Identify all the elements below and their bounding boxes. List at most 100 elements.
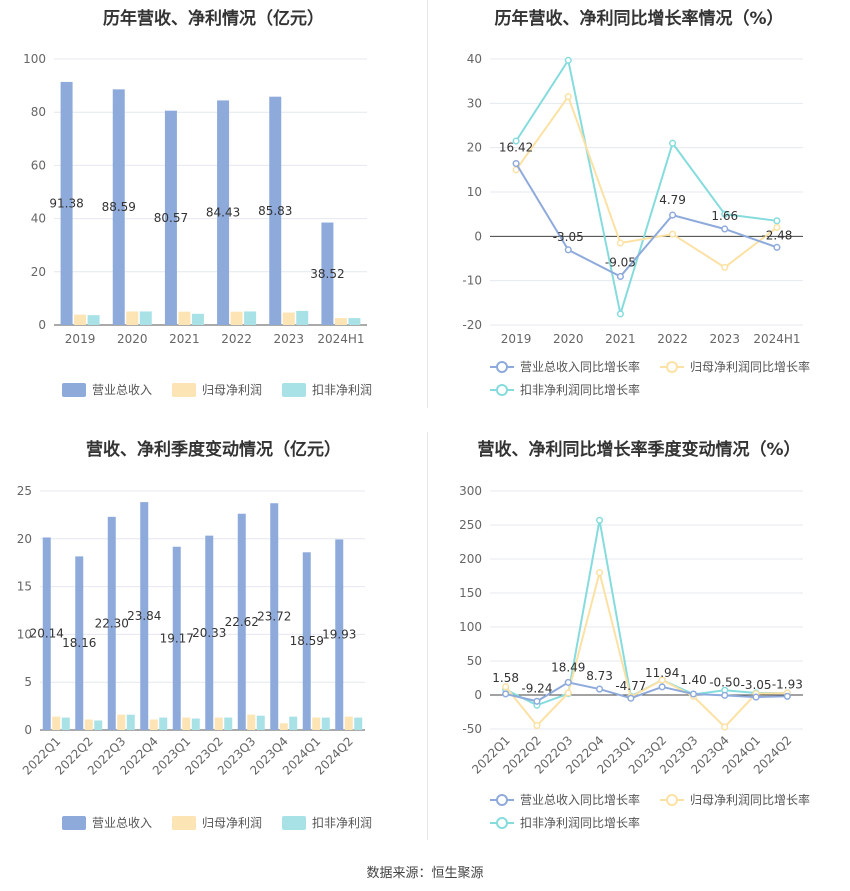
data-point-2: [616, 310, 624, 318]
series-line-0: [515, 163, 778, 278]
bar-2: [191, 718, 200, 730]
point-data-label: 1.40: [680, 673, 707, 687]
chart-title: 营收、净利同比增长率季度变动情况（%）: [477, 440, 801, 460]
point-data-label: 16.42: [499, 141, 533, 155]
bar-data-label: 20.33: [192, 626, 226, 640]
x-tick-label: 2022: [221, 332, 252, 346]
legend-label: 营业总收入同比增长率: [520, 792, 640, 807]
panel-quarterly-growth: 营收、净利同比增长率季度变动情况（%） -50 0 50 100 150 200 250 30…: [428, 425, 850, 845]
legend-label: 扣非净利润同比增长率: [520, 815, 640, 830]
panel-divider: [427, 432, 428, 840]
x-tick-label: 2019: [65, 332, 96, 346]
bar-1: [230, 311, 243, 325]
data-point-0: [721, 691, 729, 699]
bar-0: [75, 556, 84, 730]
data-point-0: [564, 246, 572, 254]
x-tick-label: 2023: [709, 332, 740, 346]
legend-marker: [666, 361, 678, 373]
bar-1: [182, 717, 191, 730]
legend-swatch: [282, 816, 306, 830]
chart-title: 历年营收、净利情况（亿元）: [103, 9, 324, 29]
bar-data-label: 19.17: [160, 631, 194, 645]
data-source-footer: 数据来源：恒生聚源: [366, 866, 484, 881]
y-tick-label: 200: [459, 552, 482, 566]
bar-2: [126, 714, 135, 730]
bar-1: [84, 719, 93, 730]
legend-marker: [496, 361, 508, 373]
bar-0: [335, 539, 344, 730]
chart-quarterly-growth: -500501001502002503002022Q12022Q22022Q32…: [459, 484, 810, 830]
series-line-1: [515, 94, 778, 269]
data-point-0: [658, 683, 666, 691]
bar-1: [312, 717, 321, 730]
bar-1: [52, 716, 61, 730]
bar-2: [159, 717, 168, 730]
data-point-1: [564, 689, 572, 697]
panel-divider: [427, 0, 428, 408]
bar-1: [247, 714, 256, 730]
point-data-label: -0.50: [709, 675, 740, 689]
y-tick-label: -10: [462, 274, 482, 288]
bar-0: [237, 513, 246, 730]
legend-label: 归母净利润同比增长率: [690, 792, 810, 807]
bar-2: [289, 716, 298, 730]
legend-swatch: [172, 816, 196, 830]
x-tick-label: 2020: [117, 332, 148, 346]
y-tick-label: 0: [24, 723, 32, 737]
data-point-1: [658, 676, 666, 684]
data-point-1: [721, 723, 729, 731]
data-point-1: [533, 722, 541, 730]
data-point-1: [616, 239, 624, 247]
bar-0: [42, 537, 51, 730]
point-data-label: -4.77: [615, 679, 646, 693]
data-point-0: [783, 692, 791, 700]
y-tick-label: 0: [474, 688, 482, 702]
x-tick-label: 2021: [169, 332, 200, 346]
bar-0: [112, 89, 125, 325]
legend-label: 扣非净利润同比增长率: [520, 382, 640, 397]
bar-2: [61, 717, 70, 730]
x-tick-label: 2024H1: [317, 332, 364, 346]
point-data-label: 1.66: [711, 209, 738, 223]
y-tick-label: -50: [462, 722, 482, 736]
bar-0: [217, 100, 230, 325]
point-data-label: 8.73: [586, 669, 613, 683]
data-point-0: [752, 693, 760, 701]
data-point-2: [773, 217, 781, 225]
x-tick-label: 2023: [273, 332, 304, 346]
bar-2: [87, 315, 100, 325]
x-tick-label: 2019: [501, 332, 532, 346]
point-data-label: -9.05: [605, 255, 636, 269]
bar-1: [214, 717, 223, 730]
bar-0: [140, 502, 149, 730]
legend-label: 归母净利润: [202, 816, 262, 830]
legend-label: 扣非净利润: [312, 383, 372, 397]
bar-data-label: 18.16: [62, 636, 96, 650]
legend-label: 扣非净利润: [312, 816, 372, 830]
bar-data-label: 22.62: [225, 615, 259, 629]
bar-0: [270, 503, 279, 730]
bar-data-label: 88.59: [102, 200, 136, 214]
y-tick-label: 250: [459, 518, 482, 532]
legend-label: 营业总收入同比增长率: [520, 359, 640, 374]
y-tick-label: 15: [17, 580, 32, 594]
chart-title: 营收、净利季度变动情况（亿元）: [86, 440, 341, 460]
data-point-0: [689, 690, 698, 698]
data-point-0: [721, 225, 729, 233]
bar-1: [344, 716, 353, 730]
bar-data-label: 19.93: [322, 628, 356, 642]
data-point-1: [564, 93, 572, 101]
bar-2: [191, 313, 204, 325]
bar-1: [279, 723, 288, 730]
bar-1: [117, 714, 126, 730]
legend-swatch: [282, 383, 306, 397]
panel-annual-growth: 历年营收、净利同比增长率情况（%） -20 -10 0 10 20 30 40 2019 202…: [428, 0, 850, 410]
bar-0: [205, 535, 214, 730]
data-point-0: [512, 159, 520, 168]
series-line-1: [504, 572, 788, 729]
chart-annual-growth: -20 -10 0 10 20 30 40 2019 2020 2021 2022 2023 2024H…: [462, 52, 810, 397]
bar-data-label: 84.43: [206, 206, 240, 220]
y-tick-label: 50: [467, 654, 482, 668]
data-point-0: [533, 697, 541, 705]
x-tick-label: 2020: [553, 332, 584, 346]
